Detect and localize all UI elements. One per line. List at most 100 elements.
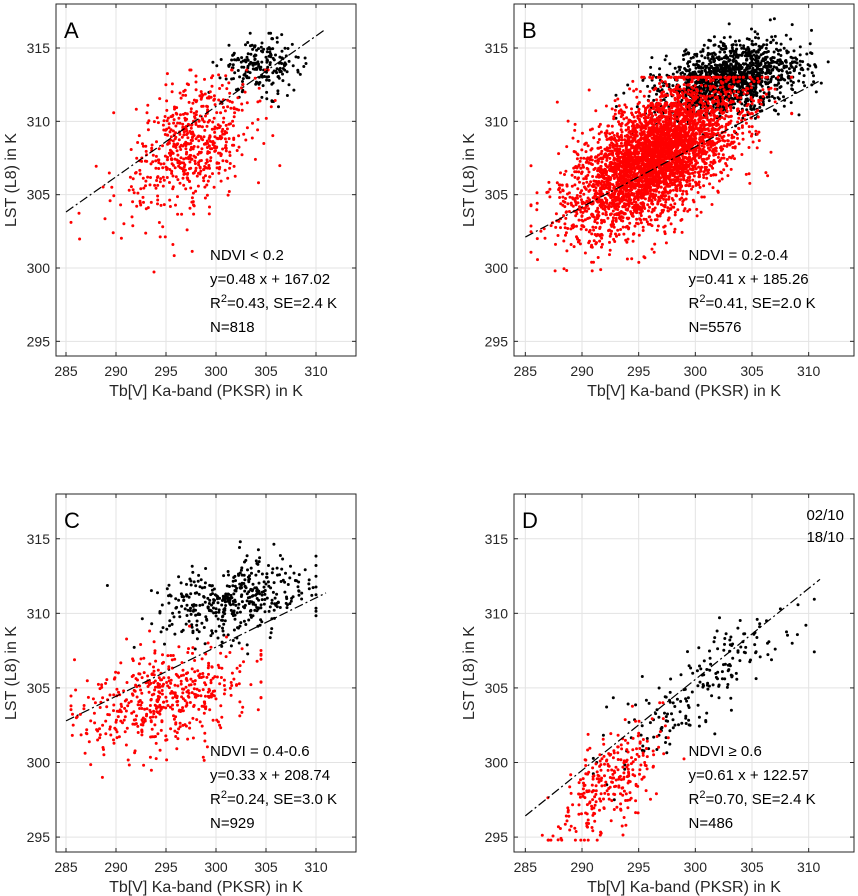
data-point (618, 122, 621, 126)
data-point (765, 38, 769, 42)
data-point (197, 150, 201, 154)
data-point (709, 145, 713, 149)
data-point (156, 202, 159, 206)
data-point (754, 36, 757, 40)
data-point (226, 193, 230, 197)
data-point (264, 116, 268, 120)
data-point (798, 59, 802, 63)
data-point (210, 140, 214, 144)
data-point (175, 112, 179, 116)
data-point (190, 249, 194, 253)
data-point (658, 95, 662, 99)
data-point (736, 62, 740, 66)
data-point (608, 240, 611, 244)
data-point (192, 171, 196, 175)
data-point (702, 43, 706, 47)
fit-stats: R2=0.43, SE=2.4 K (210, 293, 337, 312)
data-point (254, 67, 257, 71)
data-point (529, 164, 533, 168)
data-point (765, 69, 769, 73)
data-point (184, 127, 188, 131)
data-point (236, 69, 240, 72)
data-point (638, 211, 642, 215)
y-tick-label: 300 (27, 260, 51, 276)
data-point (769, 40, 773, 44)
data-point (131, 177, 135, 181)
data-point (205, 104, 209, 108)
data-point (761, 88, 765, 92)
data-point (232, 143, 236, 147)
data-point (212, 185, 216, 189)
data-point (237, 108, 241, 112)
data-point (707, 154, 711, 158)
data-point (145, 159, 149, 163)
data-point (268, 63, 272, 67)
data-point (678, 189, 682, 192)
data-point (205, 183, 209, 187)
data-point (803, 84, 807, 88)
data-point (144, 231, 148, 235)
data-point (760, 70, 764, 73)
data-point (228, 154, 232, 157)
data-point (756, 32, 760, 36)
data-point (178, 121, 182, 125)
data-point (267, 31, 271, 35)
data-point (658, 67, 662, 71)
data-point (764, 72, 768, 75)
data-point (176, 159, 180, 163)
data-point (722, 144, 726, 148)
data-point (151, 153, 155, 157)
data-point (548, 187, 552, 191)
data-point (609, 232, 613, 236)
data-point (728, 58, 732, 62)
data-point (743, 118, 747, 122)
data-point (166, 116, 170, 120)
data-point (176, 178, 180, 182)
data-point (608, 248, 612, 252)
data-point (576, 201, 580, 205)
data-point (171, 243, 175, 246)
data-point (184, 156, 188, 160)
data-point (744, 88, 748, 92)
data-point (613, 99, 617, 103)
data-point (215, 136, 219, 140)
data-point (826, 60, 830, 64)
data-point (726, 86, 729, 90)
data-point (177, 138, 181, 142)
data-point (762, 43, 766, 47)
data-point (757, 55, 761, 59)
data-point (270, 37, 274, 40)
data-point (734, 39, 737, 43)
data-point (801, 80, 805, 84)
data-point (304, 62, 308, 65)
data-point (748, 181, 752, 185)
data-point (596, 206, 600, 210)
data-point (688, 156, 692, 160)
y-tick-label: 315 (27, 40, 51, 56)
data-point (220, 83, 224, 87)
data-point (782, 65, 786, 69)
data-point (619, 128, 623, 132)
data-point (287, 83, 291, 87)
data-point (557, 188, 561, 192)
data-point (782, 46, 786, 50)
data-point (615, 132, 619, 136)
data-point (701, 48, 705, 51)
data-point (242, 132, 246, 136)
data-point (726, 139, 730, 143)
data-point (227, 190, 231, 193)
data-point (627, 121, 630, 124)
data-point (711, 93, 714, 97)
series-red (529, 75, 794, 273)
data-point (720, 67, 724, 71)
data-point (261, 84, 265, 88)
data-point (240, 108, 244, 112)
data-point (225, 127, 229, 131)
data-point (677, 65, 681, 69)
data-point (154, 159, 158, 163)
data-point (169, 128, 173, 132)
data-point (786, 75, 790, 79)
data-point (562, 267, 566, 271)
data-point (271, 56, 275, 60)
data-point (201, 104, 205, 108)
